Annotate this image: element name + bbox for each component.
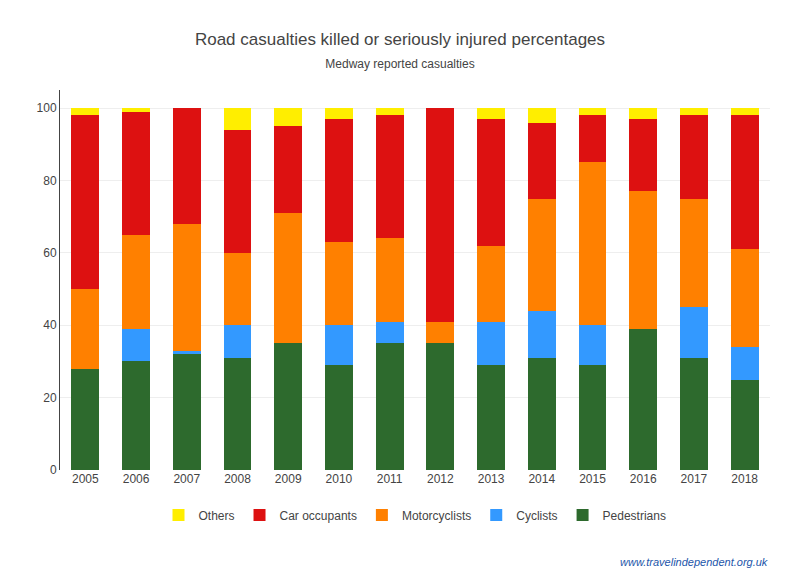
svg-text:Car occupants: Car occupants: [280, 509, 357, 523]
svg-text:Cyclists: Cyclists: [516, 509, 557, 523]
svg-text:Motorcyclists: Motorcyclists: [402, 509, 471, 523]
svg-text:100: 100: [37, 101, 57, 115]
svg-text:80: 80: [43, 174, 57, 188]
svg-text:2017: 2017: [681, 472, 708, 486]
svg-text:40: 40: [43, 318, 57, 332]
svg-text:Pedestrians: Pedestrians: [603, 509, 666, 523]
svg-text:2011: 2011: [377, 472, 403, 486]
svg-text:Road casualties killed or seri: Road casualties killed or seriously inju…: [195, 30, 605, 49]
svg-text:2008: 2008: [224, 472, 251, 486]
svg-text:www.travelindependent.org.uk: www.travelindependent.org.uk: [620, 556, 768, 568]
svg-text:2005: 2005: [72, 472, 99, 486]
svg-text:2009: 2009: [275, 472, 302, 486]
svg-text:60: 60: [43, 246, 57, 260]
svg-text:2014: 2014: [528, 472, 555, 486]
svg-text:2012: 2012: [427, 472, 454, 486]
svg-text:2007: 2007: [173, 472, 200, 486]
svg-text:2010: 2010: [326, 472, 353, 486]
svg-text:2013: 2013: [478, 472, 505, 486]
svg-text:20: 20: [43, 391, 57, 405]
svg-text:Medway reported casualties: Medway reported casualties: [325, 57, 474, 71]
svg-text:2015: 2015: [579, 472, 606, 486]
svg-text:0: 0: [50, 463, 57, 477]
svg-text:Others: Others: [199, 509, 235, 523]
svg-text:2016: 2016: [630, 472, 657, 486]
svg-text:2018: 2018: [731, 472, 758, 486]
svg-text:2006: 2006: [123, 472, 150, 486]
